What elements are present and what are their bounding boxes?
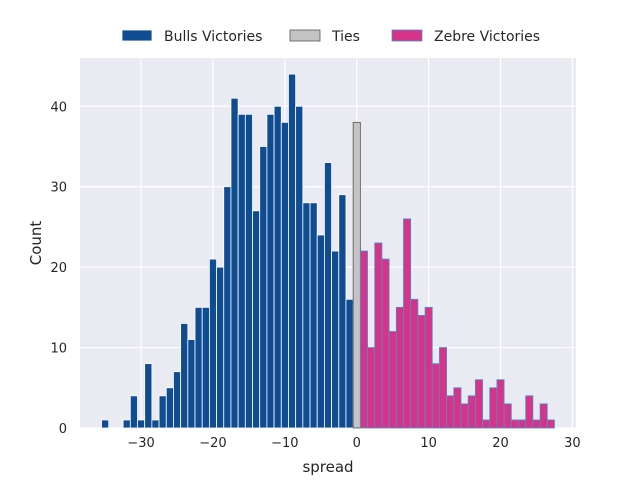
bar-bulls-victories <box>252 210 261 429</box>
bar-zebre-victories <box>424 306 433 429</box>
bar-bulls-victories <box>129 395 138 429</box>
bar-bulls-victories <box>259 146 268 429</box>
x-tick-label: −30 <box>127 436 154 451</box>
legend-swatch <box>391 29 423 42</box>
legend-label: Zebre Victories <box>434 29 540 45</box>
bar-bulls-victories <box>237 113 246 429</box>
bar-bulls-victories <box>338 194 347 429</box>
bar-bulls-victories <box>345 298 354 429</box>
bar-bulls-victories <box>151 419 160 429</box>
bar-zebre-victories <box>388 331 397 429</box>
bar-zebre-victories <box>532 419 541 429</box>
bar-zebre-victories <box>510 419 519 429</box>
bar-bulls-victories <box>295 105 304 429</box>
y-tick-label: 20 <box>50 261 67 276</box>
y-tick-labels: 0 10 20 30 40 <box>50 100 67 437</box>
x-tick-label: −10 <box>271 436 298 451</box>
bar-bulls-victories <box>223 186 232 429</box>
bar-bulls-victories <box>266 113 275 429</box>
bar-zebre-victories <box>374 242 383 429</box>
bar-zebre-victories <box>431 363 440 429</box>
bar-bulls-victories <box>302 202 311 429</box>
bar-zebre-victories <box>410 298 419 429</box>
x-tick-label: 20 <box>492 436 509 451</box>
bar-zebre-victories <box>482 419 491 429</box>
bar-bulls-victories <box>324 162 332 429</box>
bar-zebre-victories <box>503 403 512 429</box>
bar-bulls-victories <box>208 258 217 429</box>
bar-bulls-victories <box>201 306 210 429</box>
x-tick-label: 30 <box>564 436 581 451</box>
bar-zebre-victories <box>367 347 376 429</box>
bar-bulls-victories <box>331 250 340 429</box>
bar-ties <box>352 121 361 429</box>
bar-zebre-victories <box>546 419 555 429</box>
y-axis-label: Count <box>27 221 45 266</box>
bar-zebre-victories <box>496 379 505 429</box>
bar-zebre-victories <box>474 379 483 429</box>
bar-zebre-victories <box>381 258 390 429</box>
bar-zebre-victories <box>467 395 476 429</box>
bar-bulls-victories <box>187 339 196 429</box>
bar-bulls-victories <box>309 202 318 429</box>
bar-zebre-victories <box>460 403 469 429</box>
legend: Bulls Victories Ties Zebre Victories <box>121 29 540 45</box>
bar-zebre-victories <box>359 250 368 429</box>
y-tick-label: 40 <box>50 100 67 115</box>
bar-bulls-victories <box>173 371 182 429</box>
bar-bulls-victories <box>280 121 289 429</box>
bar-zebre-victories <box>539 403 548 429</box>
bar-bulls-victories <box>288 73 297 429</box>
x-tick-label: 0 <box>353 436 361 451</box>
bars <box>101 73 555 429</box>
y-tick-label: 10 <box>50 342 67 357</box>
legend-swatch <box>289 29 321 42</box>
bar-bulls-victories <box>216 266 225 429</box>
bar-zebre-victories <box>446 395 455 429</box>
x-tick-labels: −30 −20 −10 0 10 20 30 <box>127 436 580 451</box>
legend-swatch <box>121 29 153 42</box>
x-tick-label: −20 <box>199 436 226 451</box>
bar-zebre-victories <box>489 387 498 429</box>
bar-bulls-victories <box>316 234 325 429</box>
bar-zebre-victories <box>518 419 527 429</box>
bar-zebre-victories <box>417 314 426 429</box>
bar-bulls-victories <box>101 419 110 429</box>
bar-bulls-victories <box>194 306 203 429</box>
legend-label: Ties <box>331 29 360 45</box>
bar-zebre-victories <box>395 306 404 429</box>
bar-bulls-victories <box>244 113 253 429</box>
y-tick-label: 0 <box>59 422 67 437</box>
y-tick-label: 30 <box>50 181 67 196</box>
bar-bulls-victories <box>230 97 239 429</box>
bar-bulls-victories <box>122 419 131 429</box>
x-tick-label: 10 <box>420 436 437 451</box>
bar-bulls-victories <box>273 105 282 429</box>
bar-bulls-victories <box>180 323 189 429</box>
bar-zebre-victories <box>525 395 534 429</box>
x-axis-label: spread <box>302 458 353 476</box>
bar-zebre-victories <box>439 347 448 429</box>
bar-zebre-victories <box>403 218 412 429</box>
bar-bulls-victories <box>144 363 153 429</box>
bar-zebre-victories <box>453 387 462 429</box>
legend-label: Bulls Victories <box>164 29 262 45</box>
bar-bulls-victories <box>165 387 174 429</box>
bar-bulls-victories <box>158 395 167 429</box>
bar-bulls-victories <box>137 419 146 429</box>
